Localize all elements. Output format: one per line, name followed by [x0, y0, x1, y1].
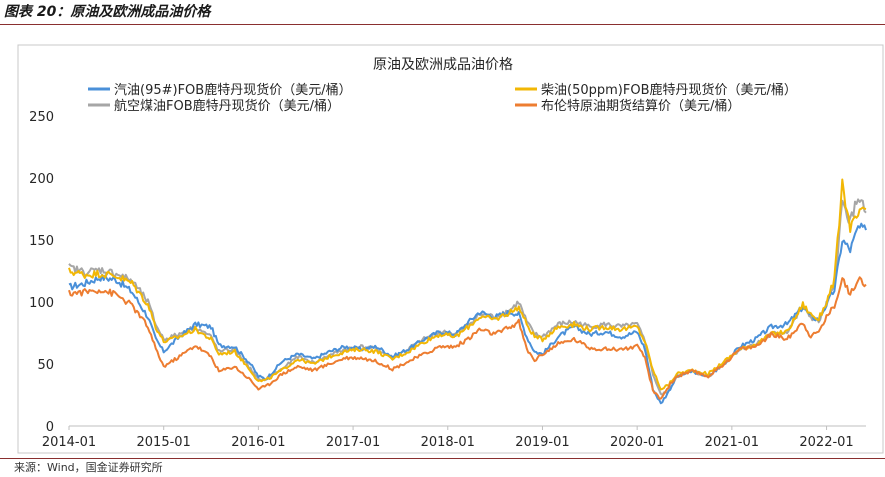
chart-axes: 0 50 100 150 200 250 2014-01 2015-01 2016-01 2017…	[29, 110, 866, 450]
legend-label-2: 航空煤油FOB鹿特丹现货价（美元/桶）	[114, 98, 340, 114]
x-tick-label: 2017-01	[326, 435, 380, 450]
title-divider	[0, 24, 885, 25]
chart-legend: 汽油(95#)FOB鹿特丹现货价（美元/桶） 柴油(50ppm)FOB鹿特丹现货价…	[88, 82, 797, 114]
series-line-3	[68, 276, 867, 400]
legend-label-1: 柴油(50ppm)FOB鹿特丹现货价（美元/桶）	[541, 82, 797, 98]
y-tick-label: 250	[29, 110, 54, 125]
x-tick-label: 2022-01	[799, 435, 853, 450]
y-tick-label: 150	[29, 234, 54, 249]
x-tick-label: 2016-01	[231, 435, 285, 450]
y-tick-label: 50	[37, 358, 54, 373]
chart-frame	[17, 44, 884, 454]
x-tick-label: 2020-01	[610, 435, 664, 450]
source-divider	[0, 458, 885, 459]
series-line-0	[68, 222, 867, 405]
x-tick-label: 2021-01	[705, 435, 759, 450]
legend-label-0: 汽油(95#)FOB鹿特丹现货价（美元/桶）	[114, 82, 352, 98]
source-note: 来源：Wind，国金证券研究所	[14, 461, 163, 474]
x-tick-label: 2018-01	[421, 435, 475, 450]
x-tick-label: 2019-01	[515, 435, 569, 450]
x-tick-label: 2015-01	[137, 435, 191, 450]
price-line-chart: 原油及欧洲成品油价格 汽油(95#)FOB鹿特丹现货价（美元/桶） 柴油(50pp…	[17, 44, 884, 454]
chart-title: 原油及欧洲成品油价格	[373, 57, 513, 73]
y-tick-label: 100	[29, 296, 54, 311]
x-tick-label: 2014-01	[42, 435, 96, 450]
chart-container: 原油及欧洲成品油价格 汽油(95#)FOB鹿特丹现货价（美元/桶） 柴油(50pp…	[0, 25, 885, 457]
chart-series-group	[68, 178, 867, 405]
series-line-1	[68, 178, 867, 391]
y-tick-label: 200	[29, 172, 54, 187]
figure-title: 图表 20：原油及欧洲成品油价格	[4, 4, 211, 20]
y-tick-label: 0	[46, 420, 54, 435]
series-line-2	[68, 198, 867, 396]
legend-label-3: 布伦特原油期货结算价（美元/桶）	[541, 98, 740, 114]
